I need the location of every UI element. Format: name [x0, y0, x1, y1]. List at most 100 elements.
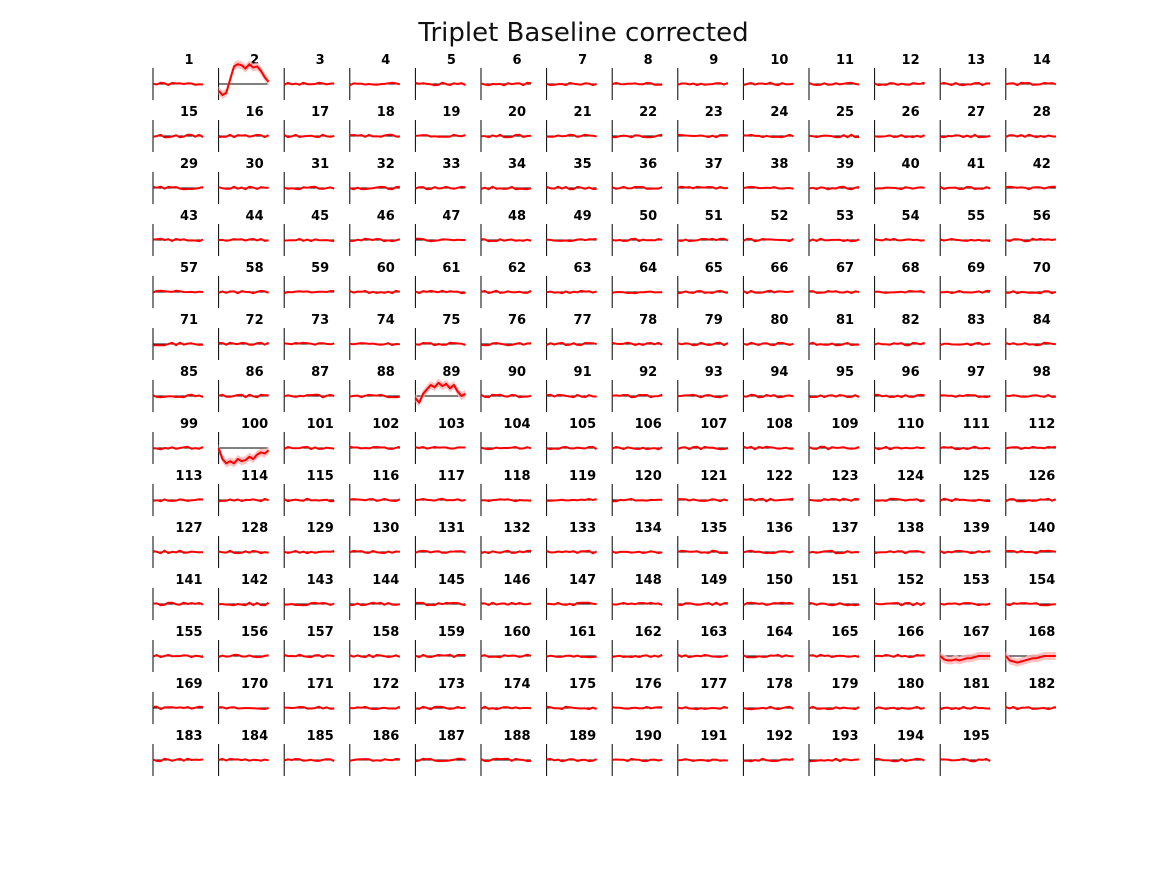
panel-74: 74: [349, 313, 400, 360]
series-line: [874, 186, 925, 191]
panel-label: 158: [372, 625, 399, 640]
panel-label: 33: [442, 157, 460, 172]
series-line: [480, 601, 532, 606]
series-line: [283, 393, 335, 399]
series-line: [349, 133, 400, 138]
panel-105: 105: [546, 417, 598, 464]
series-line: [415, 81, 466, 87]
panel-127: 127: [152, 521, 204, 568]
panel-label: 63: [574, 261, 592, 276]
panel-77: 77: [546, 313, 597, 360]
panel-label: 129: [307, 521, 334, 536]
panel-label: 168: [1028, 625, 1055, 640]
panel-156: 156: [218, 625, 269, 672]
panel-138: 138: [874, 521, 925, 568]
panel-label: 77: [574, 313, 592, 328]
series-line: [1005, 549, 1056, 555]
panel-label: 194: [897, 729, 924, 744]
panel-160: 160: [480, 625, 532, 672]
panel-111: 111: [939, 417, 991, 464]
series-line: [808, 705, 860, 711]
series-line: [939, 82, 991, 87]
panel-114: 114: [218, 469, 269, 516]
panel-152: 152: [874, 573, 926, 620]
panel-11: 11: [808, 53, 860, 100]
panel-79: 79: [677, 313, 729, 360]
panel-label: 43: [180, 209, 198, 224]
panel-label: 186: [372, 729, 399, 744]
panel-73: 73: [283, 313, 335, 360]
panel-91: 91: [546, 365, 597, 412]
panel-label: 8: [644, 53, 653, 68]
panel-52: 52: [742, 209, 794, 256]
panel-163: 163: [677, 625, 729, 672]
panel-125: 125: [939, 469, 991, 516]
series-line: [283, 653, 335, 659]
panel-label: 79: [705, 313, 723, 328]
series-line: [612, 133, 663, 139]
panel-186: 186: [349, 729, 400, 776]
series-line: [808, 133, 859, 139]
series-line: [1005, 290, 1057, 295]
panel-label: 153: [963, 573, 990, 588]
series-line: [480, 289, 532, 295]
panel-88: 88: [349, 365, 400, 412]
series-line: [415, 653, 466, 659]
series-line: [940, 394, 991, 399]
panel-43: 43: [152, 209, 204, 256]
panel-label: 136: [766, 521, 793, 536]
panel-50: 50: [611, 209, 663, 256]
series-line: [743, 705, 794, 711]
series-line: [283, 185, 335, 191]
series-line: [611, 341, 663, 347]
series-line: [874, 601, 926, 607]
panel-20: 20: [480, 105, 532, 152]
series-line: [939, 445, 991, 451]
panel-label: 127: [175, 521, 202, 536]
series-line: [874, 290, 926, 294]
series-line: [480, 133, 532, 139]
panel-78: 78: [611, 313, 663, 360]
panel-75: 75: [414, 313, 466, 360]
panel-37: 37: [677, 157, 728, 204]
series-line: [217, 447, 270, 465]
panel-49: 49: [546, 209, 597, 256]
panel-label: 86: [246, 365, 264, 380]
panel-label: 15: [180, 105, 198, 120]
series-line: [546, 341, 597, 346]
panel-label: 40: [902, 157, 920, 172]
panel-label: 172: [372, 677, 399, 692]
panel-label: 28: [1033, 105, 1051, 120]
panel-label: 107: [700, 417, 727, 432]
panel-9: 9: [677, 53, 729, 100]
series-line: [743, 133, 794, 139]
panel-31: 31: [283, 157, 335, 204]
series-line: [742, 237, 794, 243]
series-line: [480, 446, 532, 451]
series-line: [546, 393, 597, 399]
panel-label: 21: [574, 105, 592, 120]
panel-label: 156: [241, 625, 268, 640]
panel-126: 126: [1005, 469, 1057, 516]
panel-188: 188: [480, 729, 532, 776]
panel-30: 30: [218, 157, 269, 204]
panel-26: 26: [874, 105, 926, 152]
panel-86: 86: [218, 365, 269, 412]
series-line: [349, 601, 400, 607]
panel-label: 58: [246, 261, 264, 276]
panel-191: 191: [677, 729, 728, 776]
series-line: [546, 82, 597, 87]
panel-155: 155: [152, 625, 204, 672]
series-line: [743, 341, 794, 347]
panel-109: 109: [808, 417, 860, 464]
series-line: [480, 342, 532, 347]
series-line: [283, 497, 335, 503]
panel-label: 67: [836, 261, 854, 276]
series-line: [349, 289, 401, 295]
series-line: [874, 445, 925, 451]
series-line: [283, 758, 335, 763]
panel-174: 174: [480, 677, 532, 724]
panel-96: 96: [874, 365, 925, 412]
series-line: [152, 81, 204, 86]
panel-label: 39: [836, 157, 854, 172]
